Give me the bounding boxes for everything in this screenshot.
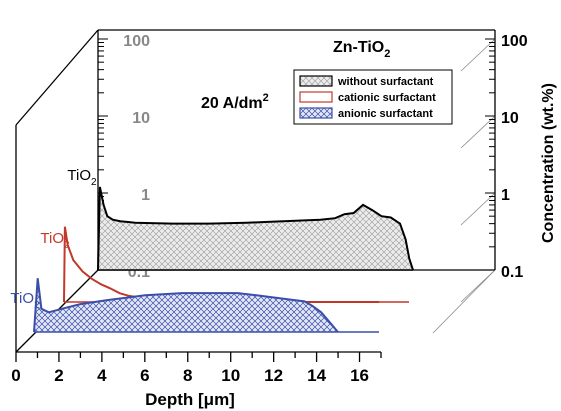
x-tick-label: 2 [54, 366, 63, 385]
depth-gridline [460, 38, 496, 72]
x-tick-label: 0 [11, 366, 20, 385]
x-tick-label: 12 [264, 366, 283, 385]
legend-swatch [299, 75, 333, 87]
series-line [97, 186, 414, 271]
legend-label: anionic surfactant [338, 108, 433, 120]
x-tick-label: 16 [350, 366, 369, 385]
depth-gridline [460, 192, 496, 226]
y-tick-label-backwall: 1 [141, 187, 150, 204]
x-axis-label: Depth [μm] [145, 390, 235, 409]
series-area [98, 186, 413, 270]
x-tick-label: 4 [97, 366, 107, 385]
series-line [33, 278, 339, 333]
x-tick-label: 14 [307, 366, 326, 385]
y-tick-label-backwall: 10 [132, 110, 150, 127]
depth-gridline [432, 269, 496, 334]
y-tick-label: 1 [501, 187, 510, 204]
y-axis-label: Concentration (wt.%) [540, 83, 557, 243]
depth-edge-top [15, 29, 99, 126]
legend-label: without surfactant [337, 76, 434, 88]
x-tick-label: 8 [183, 366, 192, 385]
legend: without surfactant cationic surfactant ani… [293, 69, 453, 125]
series-species-label: TiO2 [67, 167, 97, 188]
legend-swatch [299, 91, 333, 103]
legend-label: cationic surfactant [338, 92, 436, 104]
series-layer: TiO2 TiO2 TiO2 [10, 167, 414, 333]
y-tick-label: 0.1 [501, 264, 523, 281]
series-area [34, 278, 338, 332]
legend-swatch [299, 107, 333, 119]
legend-items: without surfactant cationic surfactant ani… [299, 75, 436, 120]
series-species-label: TiO2 [40, 230, 70, 251]
x-ticks: 0 2 4 6 8 10 12 14 16 [11, 352, 382, 385]
x-tick-label: 6 [140, 366, 149, 385]
y-tick-label: 100 [501, 33, 528, 50]
y-tick-label: 10 [501, 110, 519, 127]
depth-gridlines [432, 38, 496, 334]
depth-gridline [460, 115, 496, 149]
chart-title: Zn-TiO2 [333, 39, 390, 60]
y-tick-label-backwall: 100 [123, 33, 150, 50]
current-density-annotation: 20 A/dm2 [201, 92, 269, 112]
series-species-label: TiO2 [10, 290, 40, 311]
x-tick-label: 10 [221, 366, 240, 385]
